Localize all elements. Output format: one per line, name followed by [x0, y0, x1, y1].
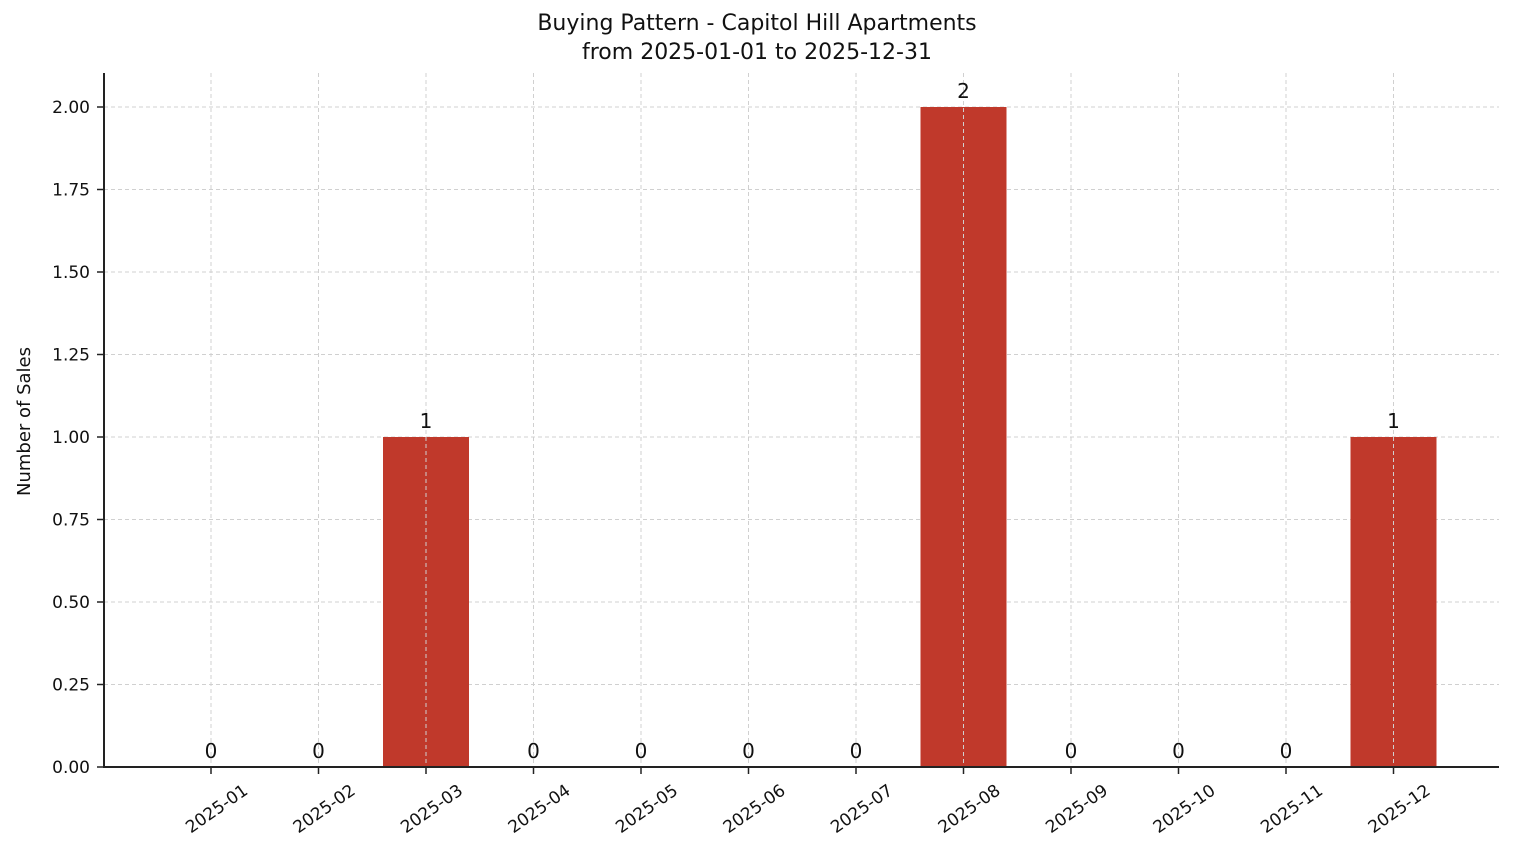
bar-value-label: 0: [742, 739, 755, 763]
bar-value-label: 0: [1172, 739, 1185, 763]
x-tick-label: 2025-11: [1257, 781, 1327, 838]
x-tick-label: 2025-08: [935, 781, 1005, 838]
bar-value-label: 0: [527, 739, 540, 763]
x-tick-label: 2025-03: [397, 781, 467, 838]
bar-value-label: 1: [420, 409, 433, 433]
y-tick-label: 2.00: [52, 98, 90, 118]
x-tick-label: 2025-02: [290, 781, 360, 838]
y-tick-label: 0.50: [52, 593, 90, 613]
x-tick-label: 2025-10: [1150, 781, 1220, 838]
bar-value-label: 0: [635, 739, 648, 763]
bar-value-label: 0: [312, 739, 325, 763]
x-tick-label: 2025-05: [612, 781, 682, 838]
x-tick-label: 2025-09: [1042, 781, 1112, 838]
y-tick-label: 1.75: [52, 181, 90, 201]
y-tick-label: 1.25: [52, 346, 90, 366]
x-tick-label: 2025-04: [505, 781, 575, 838]
y-tick-label: 0.75: [52, 511, 90, 531]
x-tick-label: 2025-01: [182, 781, 252, 838]
bar-value-label: 0: [1280, 739, 1293, 763]
y-tick-label: 0.00: [52, 758, 90, 778]
x-tick-label: 2025-07: [827, 781, 897, 838]
bar-value-label: 0: [1065, 739, 1078, 763]
y-tick-label: 0.25: [52, 676, 90, 696]
chart-title: Buying Pattern - Capitol Hill Apartments: [537, 11, 977, 36]
bar-value-label: 0: [205, 739, 218, 763]
y-tick-label: 1.50: [52, 263, 90, 283]
x-tick-label: 2025-12: [1365, 781, 1435, 838]
y-tick-label: 1.00: [52, 428, 90, 448]
bar-value-label: 1: [1387, 409, 1400, 433]
x-tick-label: 2025-06: [720, 781, 790, 838]
bar-value-label: 0: [850, 739, 863, 763]
chart-subtitle: from 2025-01-01 to 2025-12-31: [582, 40, 932, 65]
bar-value-label: 2: [957, 79, 970, 103]
